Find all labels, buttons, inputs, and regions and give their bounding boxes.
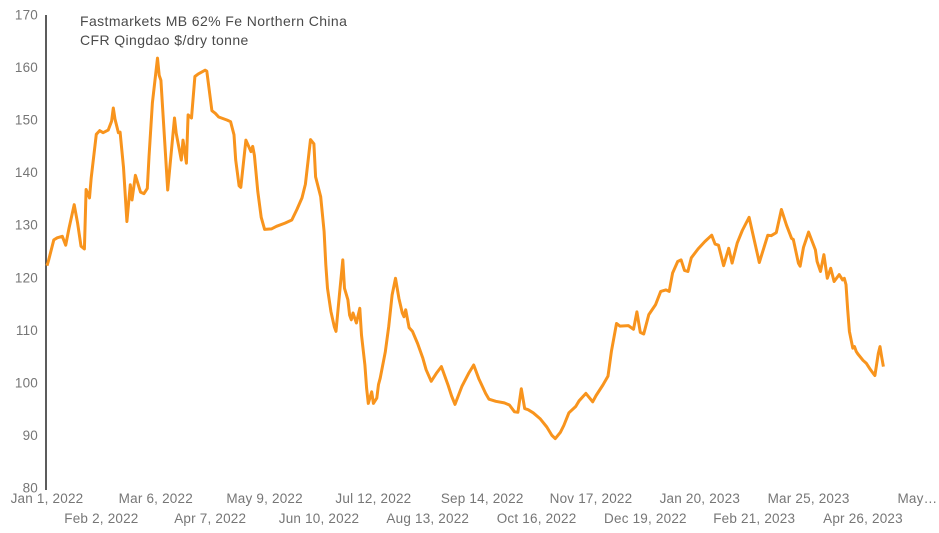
x-tick-label: Feb 21, 2023 (713, 511, 795, 526)
y-tick-label: 130 (15, 218, 38, 233)
x-tick-label: Jan 20, 2023 (660, 491, 740, 506)
y-tick-label: 140 (15, 165, 38, 180)
y-tick-label: 170 (15, 8, 38, 23)
y-tick-label: 80 (23, 480, 38, 495)
y-tick-label: 110 (16, 323, 38, 338)
x-tick-label: Jun 10, 2022 (279, 511, 359, 526)
x-tick-label: May 9, 2022 (226, 491, 303, 506)
x-tick-label: Dec 19, 2022 (604, 511, 687, 526)
price-line (45, 56, 885, 441)
y-tick-label: 90 (23, 428, 38, 443)
x-tick-label: Nov 17, 2022 (550, 491, 633, 506)
x-tick-label: Sep 14, 2022 (441, 491, 524, 506)
y-tick-label: 160 (15, 60, 38, 75)
x-tick-label: Jul 12, 2022 (335, 491, 411, 506)
x-tick-label: May… (897, 491, 937, 506)
x-tick-label: Mar 6, 2022 (119, 491, 193, 506)
x-tick-label: Jan 1, 2022 (11, 491, 84, 506)
y-tick-label: 150 (15, 113, 38, 128)
x-tick-label: Oct 16, 2022 (497, 511, 577, 526)
x-tick-label: Mar 25, 2023 (768, 491, 850, 506)
y-tick-label: 120 (15, 270, 38, 285)
chart-title: Fastmarkets MB 62% Fe Northern China CFR… (80, 12, 347, 49)
x-tick-label: Apr 7, 2022 (174, 511, 246, 526)
chart-title-line2: CFR Qingdao $/dry tonne (80, 31, 249, 48)
y-tick-label: 100 (15, 375, 38, 390)
x-tick-label: Apr 26, 2023 (823, 511, 903, 526)
x-tick-label: Aug 13, 2022 (386, 511, 469, 526)
chart-title-line1: Fastmarkets MB 62% Fe Northern China (80, 13, 348, 29)
x-tick-label: Feb 2, 2022 (64, 511, 138, 526)
